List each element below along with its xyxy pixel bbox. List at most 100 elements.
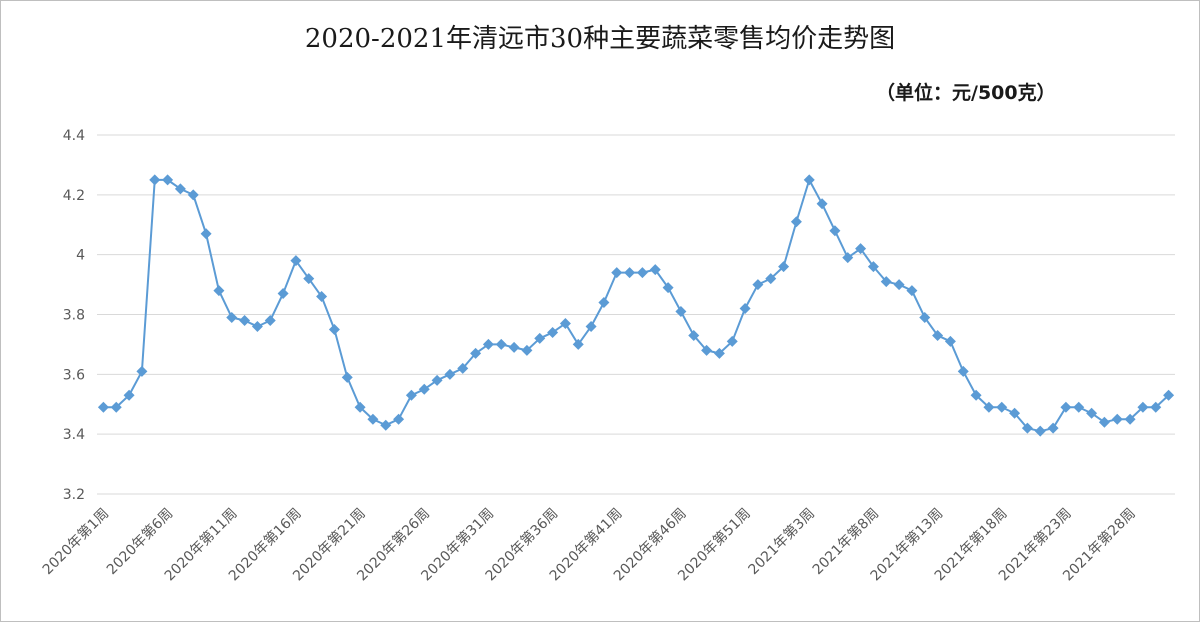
data-point — [1124, 413, 1136, 425]
x-tick-label: 2021年第3周 — [745, 505, 818, 578]
data-point — [226, 311, 238, 323]
x-tick-label: 2020年第1周 — [39, 505, 112, 578]
data-point — [803, 174, 815, 186]
y-tick-label: 3.4 — [63, 427, 85, 443]
data-point — [855, 243, 867, 255]
data-point — [598, 297, 610, 309]
y-tick-label: 3.8 — [63, 308, 85, 324]
data-point — [1060, 401, 1072, 413]
data-point — [239, 314, 251, 326]
data-point — [842, 252, 854, 264]
data-point — [1111, 413, 1123, 425]
data-point — [187, 189, 199, 201]
data-point — [1098, 416, 1110, 428]
data-point — [341, 371, 353, 383]
data-point — [713, 347, 725, 359]
data-point — [1034, 425, 1046, 437]
data-point — [380, 419, 392, 431]
data-point — [264, 314, 276, 326]
data-point — [906, 285, 918, 297]
data-point — [200, 228, 212, 240]
data-point — [983, 401, 995, 413]
data-point — [944, 335, 956, 347]
data-point — [418, 383, 430, 395]
data-point — [162, 174, 174, 186]
data-point — [149, 174, 161, 186]
data-point — [996, 401, 1008, 413]
data-point — [1086, 407, 1098, 419]
data-point — [547, 326, 559, 338]
data-point — [97, 401, 109, 413]
data-point — [174, 183, 186, 195]
data-point — [662, 282, 674, 294]
data-point — [1137, 401, 1149, 413]
data-point — [1009, 407, 1021, 419]
data-point — [816, 198, 828, 210]
data-point — [624, 267, 636, 279]
data-point — [726, 335, 738, 347]
data-point — [213, 285, 225, 297]
data-point — [585, 320, 597, 332]
data-point — [611, 267, 623, 279]
data-point — [482, 338, 494, 350]
series-line — [103, 178, 1170, 433]
data-point — [688, 329, 700, 341]
data-point — [778, 261, 790, 273]
x-axis: 2020年第1周2020年第6周2020年第11周2020年第16周2020年第… — [39, 505, 1139, 585]
data-point — [470, 347, 482, 359]
data-point — [251, 320, 263, 332]
data-point — [752, 279, 764, 291]
data-point — [431, 374, 443, 386]
x-tick-label: 2021年第8周 — [809, 505, 882, 578]
data-point — [367, 413, 379, 425]
data-point — [970, 389, 982, 401]
data-point — [1073, 401, 1085, 413]
data-point — [932, 329, 944, 341]
gridlines — [97, 134, 1175, 495]
y-tick-label: 3.6 — [63, 367, 85, 383]
y-tick-label: 3.2 — [63, 487, 85, 503]
data-point — [790, 216, 802, 228]
data-point — [649, 264, 661, 276]
data-point — [508, 341, 520, 353]
data-point — [572, 338, 584, 350]
data-point — [405, 389, 417, 401]
data-point — [1047, 422, 1059, 434]
data-point — [495, 338, 507, 350]
data-point — [303, 273, 315, 285]
data-point — [1163, 389, 1175, 401]
data-point — [534, 332, 546, 344]
data-point — [880, 276, 892, 288]
y-axis: 3.2 3.4 3.6 3.8 4 4.2 4.4 — [63, 128, 85, 503]
y-tick-label: 4.2 — [63, 188, 85, 204]
data-point — [328, 323, 340, 335]
data-point — [136, 365, 148, 377]
data-point — [919, 311, 931, 323]
y-tick-label: 4 — [76, 248, 85, 264]
data-point — [765, 273, 777, 285]
data-point — [444, 368, 456, 380]
y-tick-label: 4.4 — [63, 128, 85, 144]
data-point — [829, 225, 841, 237]
data-point — [110, 401, 122, 413]
data-point — [675, 306, 687, 318]
data-point — [316, 291, 328, 303]
data-point — [123, 389, 135, 401]
plot-area — [97, 174, 1175, 437]
data-point — [354, 401, 366, 413]
data-point — [739, 303, 751, 315]
data-point — [457, 362, 469, 374]
data-point — [1021, 422, 1033, 434]
data-point — [701, 344, 713, 356]
data-point — [393, 413, 405, 425]
chart-title: 2020-2021年清远市30种主要蔬菜零售均价走势图 — [304, 24, 896, 54]
data-point — [1150, 401, 1162, 413]
data-point — [277, 288, 289, 300]
data-point — [521, 344, 533, 356]
unit-label: （单位：元/500克） — [876, 82, 1056, 104]
x-tick-label: 2020年第6周 — [103, 505, 176, 578]
data-point — [957, 365, 969, 377]
data-point — [867, 261, 879, 273]
data-point — [290, 255, 302, 267]
